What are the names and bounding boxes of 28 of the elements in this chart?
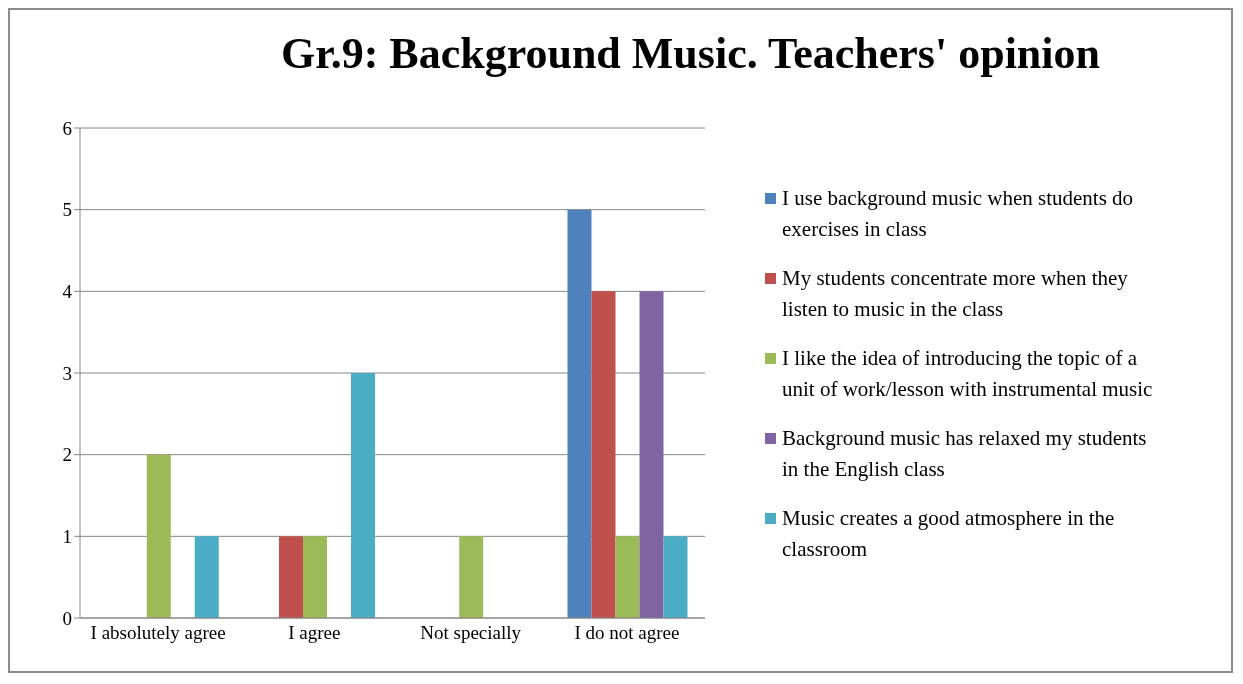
x-tick-label: Not specially xyxy=(420,622,522,644)
bar xyxy=(303,536,327,618)
y-tick-label: 1 xyxy=(62,526,72,548)
bar xyxy=(591,291,616,618)
legend-label: Background music has relaxed my students in the English class xyxy=(782,425,1148,483)
legend-label: Music creates a good atmosphere in the classroom xyxy=(782,505,1116,563)
x-tick-label: I agree xyxy=(288,622,341,644)
x-tick-label: I do not agree xyxy=(574,622,680,644)
legend-label: My students concentrate more when they listen to music in the class xyxy=(782,265,1129,323)
bar xyxy=(351,373,375,618)
y-tick-label: 6 xyxy=(62,117,72,139)
legend-label: I use background music when students do exercises in class xyxy=(782,185,1135,243)
bar xyxy=(615,536,640,618)
x-tick-label: I absolutely agree xyxy=(90,622,226,644)
bar xyxy=(146,454,171,618)
y-tick-label: 5 xyxy=(62,199,72,221)
bar xyxy=(279,536,303,618)
bar xyxy=(459,536,484,618)
y-tick-label: 0 xyxy=(62,607,72,629)
bar xyxy=(194,536,219,618)
chart-title: Gr.9: Background Music. Teachers' opinion xyxy=(279,28,1102,80)
bar xyxy=(663,536,688,618)
bar xyxy=(567,209,592,618)
y-tick-label: 2 xyxy=(62,444,72,466)
y-tick-label: 4 xyxy=(62,281,73,303)
y-tick-label: 3 xyxy=(62,362,72,384)
legend-label: I like the idea of introducing the topic of a unit of work/lesson with instrumental music xyxy=(782,345,1154,403)
bar xyxy=(639,291,664,618)
